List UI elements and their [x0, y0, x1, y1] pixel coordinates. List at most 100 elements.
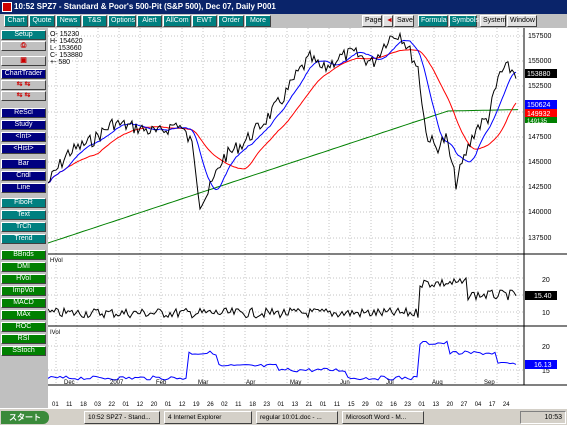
bar-button[interactable]: Bar [1, 159, 46, 169]
window-title: 10:52 SPZ7 - Standard & Poor's 500-Pit (… [14, 2, 276, 11]
max-button[interactable]: MAx [1, 310, 46, 320]
month-label: Jun [340, 380, 350, 386]
rescl-button[interactable]: ReScl [1, 108, 46, 118]
taskbar: スタート 10:52 SPZ7 - Stand... 4 Internet Ex… [0, 408, 567, 425]
window-button[interactable]: Window [507, 15, 537, 27]
bbnds-button[interactable]: BBnds [1, 250, 46, 260]
month-label: Dec [64, 380, 75, 386]
allcom-button[interactable]: AllCom [163, 15, 191, 27]
hvol-button[interactable]: HVol [1, 274, 46, 284]
save-button[interactable]: Save [394, 15, 414, 27]
legend-low: L- 153660 [50, 45, 82, 52]
date-tick: 02 [221, 402, 228, 408]
chart-button[interactable]: Chart [4, 15, 28, 27]
charttrader-button[interactable]: ChartTrader [1, 69, 46, 79]
date-tick: 27 [461, 402, 468, 408]
date-tick: 11 [235, 402, 242, 408]
more-button[interactable]: More [245, 15, 271, 27]
price-tick: 142500 [528, 184, 551, 191]
order-button[interactable]: Order [218, 15, 244, 27]
date-tick: 23 [263, 402, 270, 408]
start-button[interactable]: スタート [1, 411, 49, 424]
date-tick: 16 [390, 402, 397, 408]
formula-button[interactable]: Formula [418, 15, 448, 27]
ivol-line [48, 340, 517, 381]
text-button[interactable]: Text [1, 210, 46, 220]
taskbar-item-word[interactable]: Microsoft Word - M... [342, 411, 424, 424]
news-button[interactable]: News [56, 15, 81, 27]
date-tick: 19 [193, 402, 200, 408]
date-tick: 20 [447, 402, 454, 408]
cndl-button[interactable]: Cndl [1, 171, 46, 181]
price-tag-mid-ma [525, 109, 557, 118]
price-tick: 140000 [528, 209, 551, 216]
line-button[interactable]: Line [1, 183, 46, 193]
options-button[interactable]: Options [108, 15, 136, 27]
macd-button[interactable]: MACD [1, 298, 46, 308]
date-tick: 13 [432, 402, 439, 408]
roc-button[interactable]: ROC [1, 322, 46, 332]
date-tick: 01 [52, 402, 59, 408]
page-button[interactable]: Page [362, 15, 382, 27]
taskbar-item-ie[interactable]: 4 Internet Explorer [164, 411, 252, 424]
study-button[interactable]: Study [1, 120, 46, 130]
impvol-button[interactable]: ImpVol [1, 286, 46, 296]
taskbar-item-doc[interactable]: regular 10:01.doc - ... [256, 411, 338, 424]
order-entry-icon[interactable]: ⇆ ⇆ [1, 91, 46, 101]
price-tick: 147500 [528, 134, 551, 141]
symbols-button[interactable]: Symbols [449, 15, 479, 27]
rsi-button[interactable]: RSI [1, 334, 46, 344]
taskbar-clock: 10:53 [520, 411, 566, 424]
page-prev-arrow[interactable]: ◄ [383, 15, 393, 27]
date-tick: 22 [108, 402, 115, 408]
price-tick: 155000 [528, 58, 551, 65]
title-bar: 10:52 SPZ7 - Standard & Poor's 500-Pit (… [0, 0, 567, 14]
price-tick: 145000 [528, 159, 551, 166]
long-ma-line [48, 109, 519, 244]
price-tag-short-ma [525, 100, 557, 109]
system-button[interactable]: System [480, 15, 506, 27]
date-tick: 04 [475, 402, 482, 408]
date-tick: 20 [151, 402, 158, 408]
date-tick: 01 [418, 402, 425, 408]
trch-button[interactable]: TrCh [1, 222, 46, 232]
price-tick: 137500 [528, 235, 551, 242]
date-tick: 01 [277, 402, 284, 408]
buy-sell-icon[interactable]: ⇆ ⇆ [1, 80, 46, 90]
print-icon[interactable]: ⎙ [1, 41, 46, 51]
ewt-button[interactable]: EWT [192, 15, 217, 27]
trend-button[interactable]: Trend [1, 234, 46, 244]
date-tick: 01 [165, 402, 172, 408]
hist-button[interactable]: <Hist> [1, 144, 46, 154]
date-tick: 18 [80, 402, 87, 408]
date-tick: 01 [122, 402, 129, 408]
date-tick: 29 [362, 402, 369, 408]
alert-button[interactable]: Alert [137, 15, 162, 27]
sstoch-button[interactable]: SStoch [1, 346, 46, 356]
setup-button[interactable]: Setup [1, 30, 46, 40]
int-button[interactable]: <Int> [1, 132, 46, 142]
date-tick: 21 [306, 402, 313, 408]
ivol-tick: 15 [542, 368, 550, 375]
fibor-button[interactable]: FiboR [1, 198, 46, 208]
ohlc-legend: O- 15230 H- 154620 L- 153660 C- 153880 +… [50, 31, 83, 66]
month-label: May [290, 380, 301, 386]
legend-change: +- 580 [50, 59, 70, 66]
price-tag-close [525, 69, 557, 78]
dmi-button[interactable]: DMI [1, 262, 46, 272]
taskbar-item-chart[interactable]: 10:52 SPZ7 - Stand... [84, 411, 160, 424]
date-tick: 24 [503, 402, 510, 408]
ivol-label: IVol [50, 330, 60, 336]
month-label: Apr [246, 380, 255, 386]
price-tag-long-ma [525, 117, 557, 123]
price-tick: 152500 [528, 83, 551, 90]
ts-button[interactable]: T&S [82, 15, 107, 27]
hvol-tick: 20 [542, 277, 550, 284]
date-tick: 23 [404, 402, 411, 408]
mid-ma-line [48, 49, 517, 184]
quote-button[interactable]: Quote [29, 15, 55, 27]
chart-area[interactable]: O- 15230 H- 154620 L- 153660 C- 153880 +… [48, 28, 567, 408]
legend-open: O- 15230 [50, 31, 79, 38]
trader-icon[interactable]: ▣ [1, 56, 46, 66]
date-tick: 02 [376, 402, 383, 408]
